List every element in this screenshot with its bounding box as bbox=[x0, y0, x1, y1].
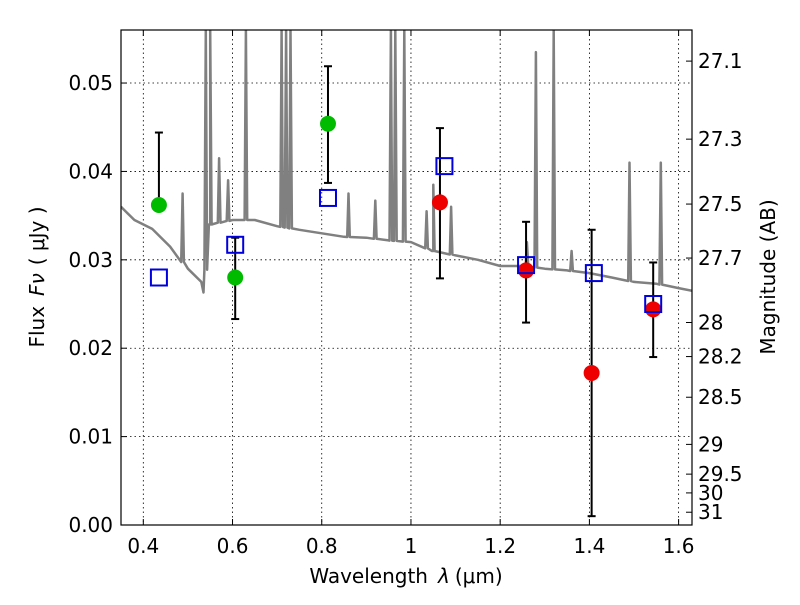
model-flux-square bbox=[435, 157, 454, 176]
red-data-point bbox=[645, 301, 662, 318]
y2-tick-label: 28.2 bbox=[698, 345, 743, 369]
y2-tick-label: 30 bbox=[698, 481, 723, 505]
y-tick-label: 0.04 bbox=[68, 159, 113, 183]
x-axis-title: Wavelength λ (μm) bbox=[309, 564, 502, 588]
x-tick-label: 1 bbox=[405, 534, 418, 558]
green-data-point bbox=[150, 197, 167, 214]
y-tick-label: 0.02 bbox=[68, 336, 113, 360]
spectrum-line bbox=[121, 30, 692, 294]
y-tick-label: 0.03 bbox=[68, 248, 113, 272]
y-tick-label: 0.05 bbox=[68, 71, 113, 95]
y2-tick-label: 31 bbox=[698, 500, 723, 524]
plot-frame bbox=[120, 29, 693, 526]
model-flux-square bbox=[318, 188, 337, 207]
y2-tick-label: 28 bbox=[698, 311, 723, 335]
red-data-point bbox=[583, 364, 600, 381]
x-tick-label: 0.8 bbox=[306, 534, 338, 558]
model-flux-square bbox=[149, 268, 168, 287]
green-data-point bbox=[319, 115, 336, 132]
y2-tick-label: 28.5 bbox=[698, 385, 743, 409]
x-tick-label: 1.2 bbox=[484, 534, 516, 558]
red-data-point bbox=[431, 194, 448, 211]
model-flux-square bbox=[226, 235, 245, 254]
y2-tick-label: 29 bbox=[698, 432, 723, 456]
y-tick-label: 0.00 bbox=[68, 513, 113, 537]
x-tick-label: 1.4 bbox=[573, 534, 605, 558]
y2-tick-label: 29.5 bbox=[698, 462, 743, 486]
spectrum-layer bbox=[121, 30, 692, 294]
x-tick-label: 1.6 bbox=[663, 534, 695, 558]
y2-tick-label: 27.3 bbox=[698, 127, 743, 151]
model-flux-square bbox=[644, 295, 663, 314]
y2-tick-label: 27.5 bbox=[698, 192, 743, 216]
y-tick-label: 0.01 bbox=[68, 425, 113, 449]
model-flux-square bbox=[584, 264, 603, 283]
red-data-point bbox=[518, 262, 535, 279]
x-tick-label: 0.6 bbox=[217, 534, 249, 558]
y-axis-title: FluxFν( μJy ) bbox=[25, 206, 49, 347]
model-flux-square bbox=[517, 256, 536, 275]
y2-tick-label: 27.7 bbox=[698, 246, 743, 270]
y2-tick-label: 27.1 bbox=[698, 49, 743, 73]
marker-layer bbox=[149, 115, 663, 381]
ticks-layer: 0.4 0.6 0.8 1 1.2 1.4 1.6 0.00 0.01 0.02 0.03 0.04 0… bbox=[68, 30, 743, 558]
x-tick-label: 0.4 bbox=[127, 534, 159, 558]
y2-axis-title: Magnitude (AB) bbox=[756, 199, 780, 354]
green-data-point bbox=[227, 269, 244, 286]
